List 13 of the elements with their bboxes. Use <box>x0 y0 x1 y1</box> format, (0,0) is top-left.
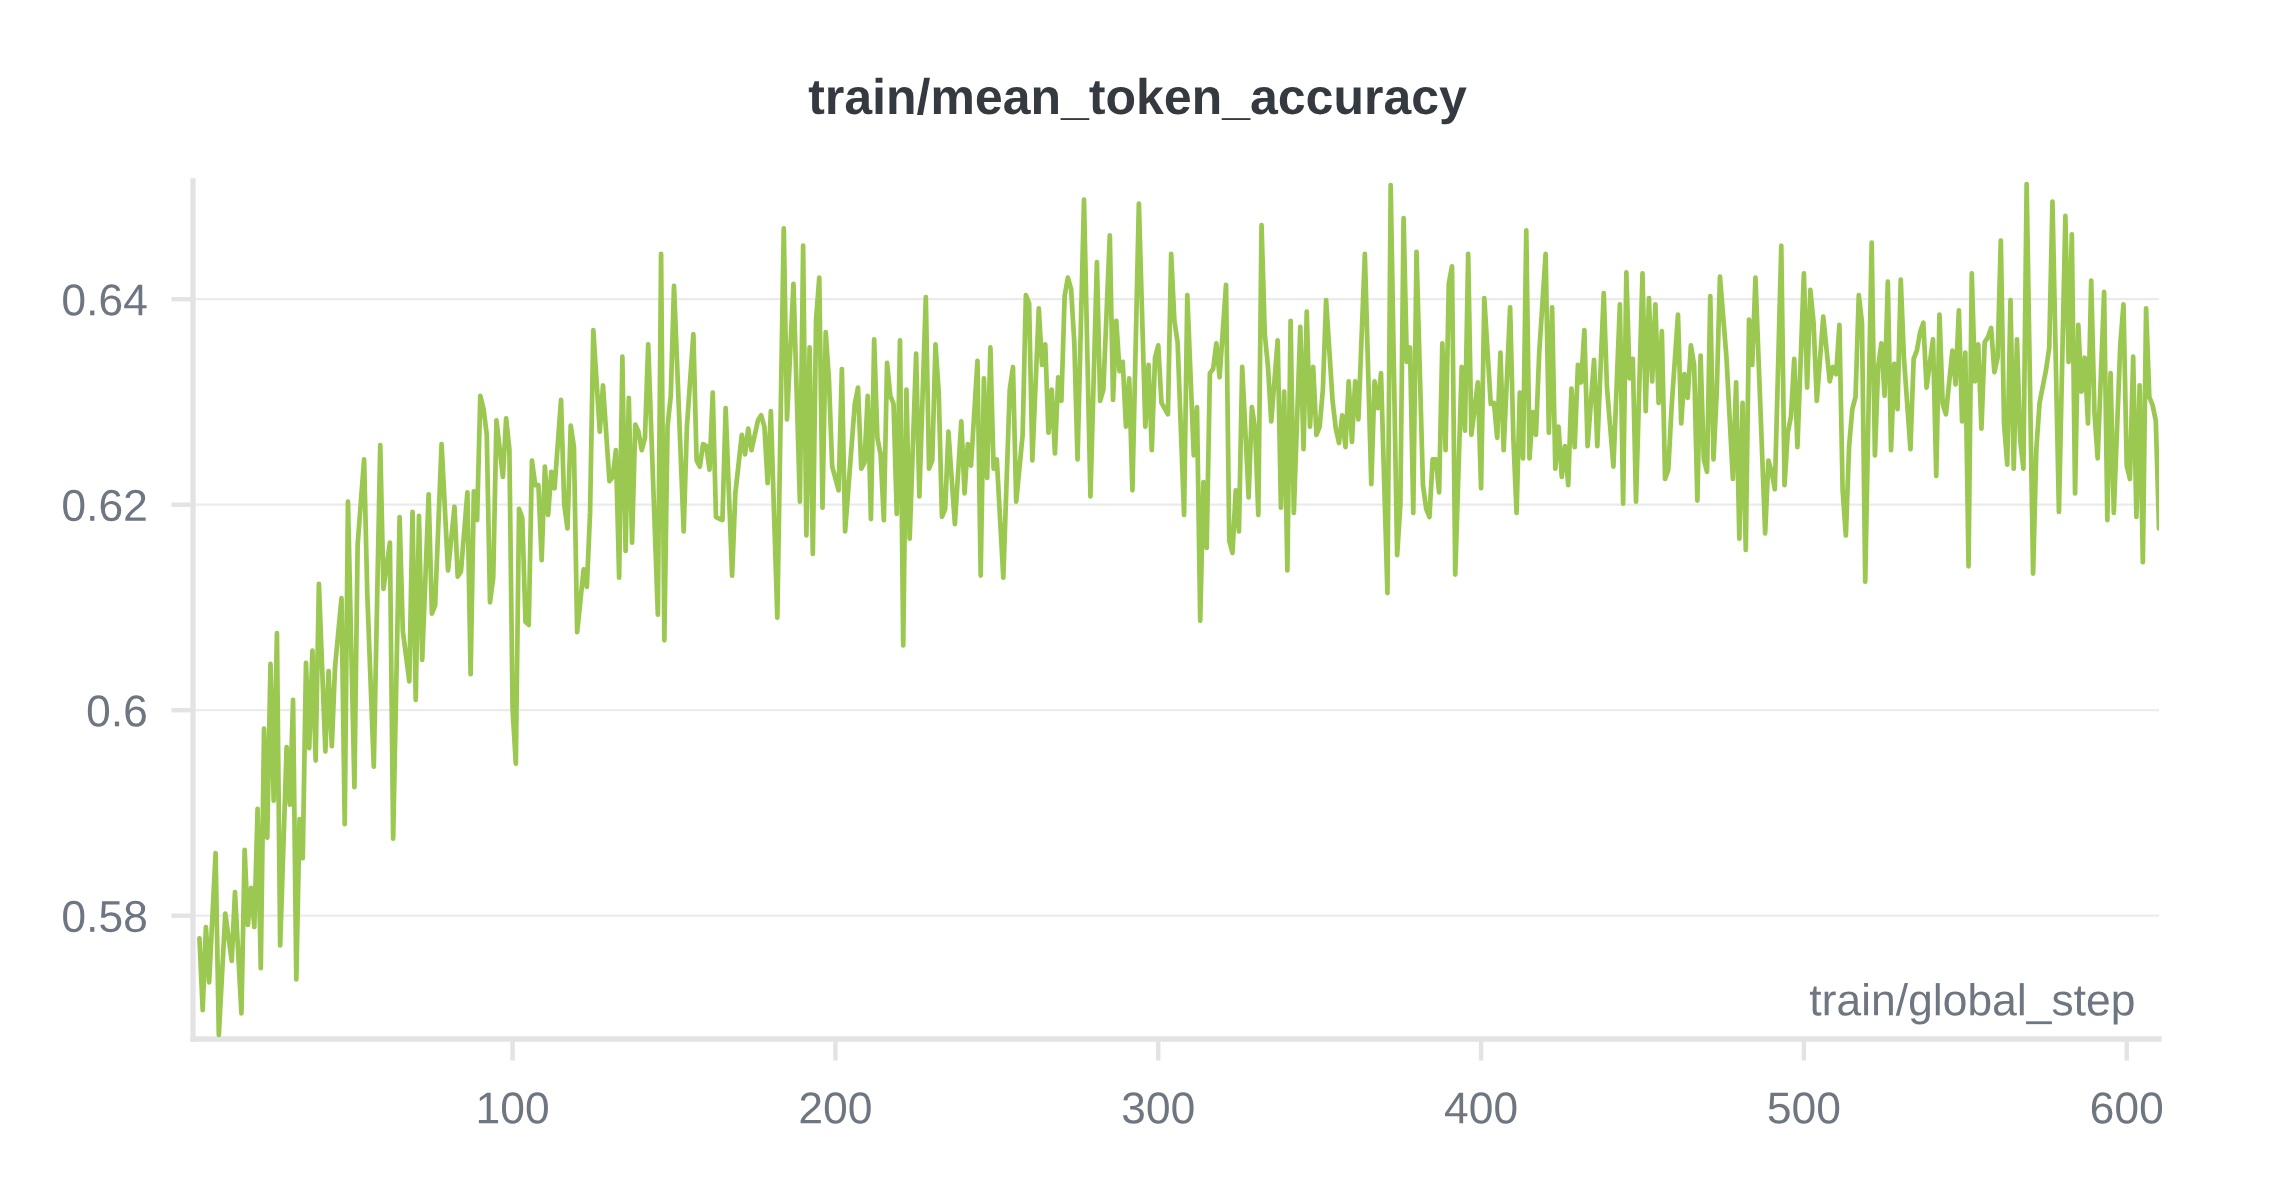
x-tick-label: 300 <box>1122 1092 1194 1124</box>
line-series <box>197 181 2159 1038</box>
x-axis-title: train/global_step <box>1809 983 2134 1025</box>
x-tick-label: 600 <box>2091 1092 2163 1124</box>
y-tick-label: 0.62 <box>63 489 146 522</box>
x-tick-label: 500 <box>1768 1092 1840 1124</box>
chart-title: train/mean_token_accuracy <box>808 77 1467 125</box>
y-tick-label: 0.6 <box>87 695 146 727</box>
x-tick-label: 200 <box>800 1092 871 1124</box>
x-tick-label: 400 <box>1445 1092 1517 1124</box>
y-tick-label: 0.58 <box>63 900 146 933</box>
x-tick-label: 100 <box>478 1092 548 1124</box>
y-tick-label: 0.64 <box>63 284 147 316</box>
